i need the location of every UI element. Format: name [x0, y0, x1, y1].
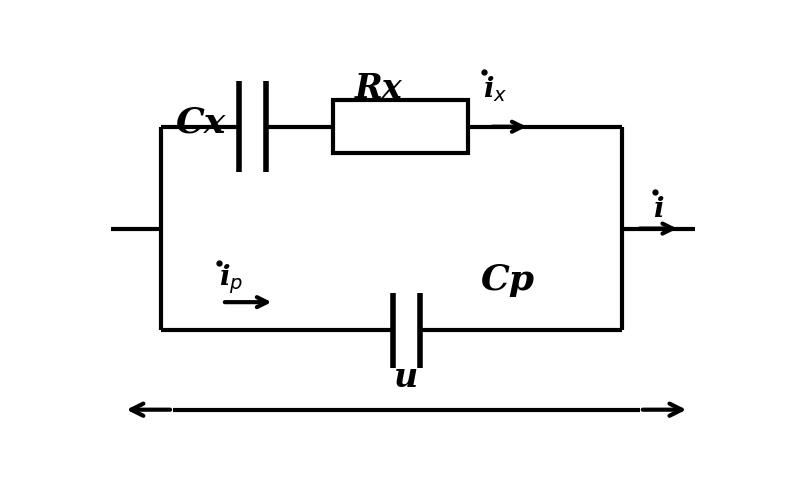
Text: u: u [394, 361, 419, 394]
Text: Rx: Rx [355, 73, 403, 105]
Text: Cx: Cx [175, 106, 226, 140]
Text: $\mathdefault{i}_p$: $\mathdefault{i}_p$ [219, 263, 243, 296]
Text: $\mathdefault{i}_x$: $\mathdefault{i}_x$ [483, 74, 508, 104]
Text: i: i [653, 196, 664, 223]
Text: Cp: Cp [481, 263, 534, 296]
Bar [333, 100, 468, 153]
